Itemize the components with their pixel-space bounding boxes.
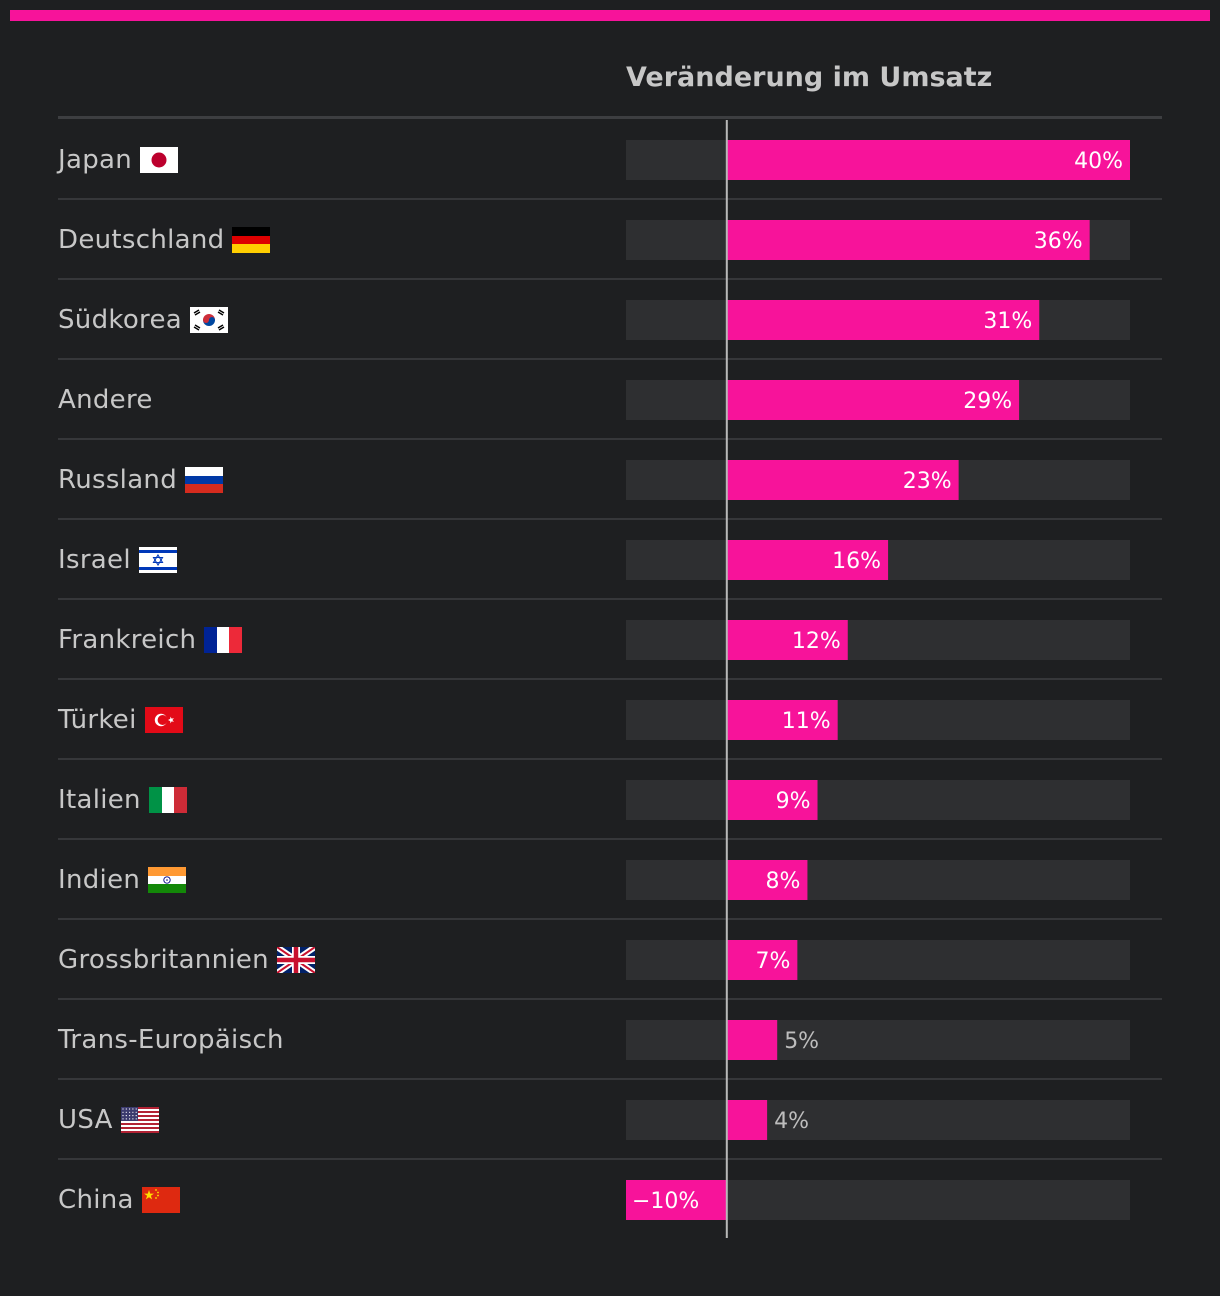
category-label: Indien [58, 865, 141, 895]
data-label: 5% [784, 1029, 819, 1054]
data-label: 36% [1034, 229, 1083, 254]
row-label: Andere [58, 360, 153, 440]
category-label: Grossbritannien [58, 945, 269, 975]
italy-flag-icon [148, 787, 187, 813]
row-divider [58, 838, 1162, 840]
row-label: China [58, 1160, 180, 1240]
column-header-title: Veränderung im Umsatz [626, 62, 993, 93]
row-divider [58, 918, 1162, 920]
category-label: USA [58, 1105, 113, 1135]
bar [726, 860, 808, 900]
category-label: Türkei [58, 705, 137, 735]
bar [726, 540, 889, 580]
bar [726, 220, 1090, 260]
russia-flag-icon [185, 467, 224, 493]
data-label: 4% [774, 1109, 809, 1134]
row-label: Israel [58, 520, 177, 600]
data-label: 29% [963, 389, 1012, 414]
category-label: Deutschland [58, 225, 225, 255]
bar [726, 780, 818, 820]
row-divider [58, 1078, 1162, 1080]
category-label: Andere [58, 385, 153, 415]
bar [726, 940, 798, 980]
data-label: 7% [755, 949, 790, 974]
row-divider [58, 518, 1162, 520]
row-divider [58, 1158, 1162, 1160]
data-label: 23% [903, 469, 952, 494]
bar [726, 300, 1040, 340]
bar [626, 1180, 727, 1220]
row-label: USA [58, 1080, 159, 1160]
row-label: Japan [58, 120, 179, 200]
category-label: Italien [58, 785, 141, 815]
data-label: 11% [782, 709, 831, 734]
row-label: Trans-Europäisch [58, 1000, 284, 1080]
usa-flag-icon [120, 1107, 159, 1133]
category-label: Südkorea [58, 305, 182, 335]
uk-flag-icon [276, 947, 315, 973]
row-divider [58, 198, 1162, 200]
south-korea-flag-icon [189, 307, 228, 333]
header-divider [58, 116, 1162, 119]
bar-track [626, 940, 1130, 980]
row-divider [58, 998, 1162, 1000]
data-label: 8% [766, 869, 801, 894]
row-label: Italien [58, 760, 187, 840]
data-label: 16% [832, 549, 881, 574]
bar [726, 700, 838, 740]
data-label: −10% [632, 1189, 699, 1214]
zero-axis-line [725, 120, 728, 1238]
germany-flag-icon [232, 227, 271, 253]
bar [726, 1020, 778, 1060]
row-divider [58, 358, 1162, 360]
category-label: Japan [58, 145, 133, 175]
row-label: Indien [58, 840, 187, 920]
bar [726, 620, 848, 660]
bar-track [626, 700, 1130, 740]
category-label: Frankreich [58, 625, 197, 655]
row-label: Deutschland [58, 200, 271, 280]
row-divider [58, 598, 1162, 600]
row-divider [58, 438, 1162, 440]
row-label: Südkorea [58, 280, 228, 360]
row-divider [58, 678, 1162, 680]
category-label: China [58, 1185, 134, 1215]
row-label: Türkei [58, 680, 183, 760]
data-label: 9% [776, 789, 811, 814]
row-label: Grossbritannien [58, 920, 315, 1000]
data-label: 12% [792, 629, 841, 654]
category-label: Trans-Europäisch [58, 1025, 284, 1055]
data-label: 40% [1074, 149, 1123, 174]
bar [726, 380, 1020, 420]
bar [726, 460, 959, 500]
bar-track [626, 860, 1130, 900]
china-flag-icon [141, 1187, 180, 1213]
turkey-flag-icon [144, 707, 183, 733]
row-label: Frankreich [58, 600, 243, 680]
bar-track [626, 780, 1130, 820]
row-label: Russland [58, 440, 224, 520]
row-divider [58, 758, 1162, 760]
bar-track [626, 1020, 1130, 1060]
category-label: Russland [58, 465, 178, 495]
bar-track [626, 1100, 1130, 1140]
bar [726, 140, 1130, 180]
data-label: 31% [983, 309, 1032, 334]
india-flag-icon [148, 867, 187, 893]
israel-flag-icon [138, 547, 177, 573]
japan-flag-icon [140, 147, 179, 173]
accent-top-bar [10, 10, 1210, 21]
category-label: Israel [58, 545, 131, 575]
bar-track [626, 620, 1130, 660]
bar [726, 1100, 768, 1140]
france-flag-icon [204, 627, 243, 653]
row-divider [58, 278, 1162, 280]
